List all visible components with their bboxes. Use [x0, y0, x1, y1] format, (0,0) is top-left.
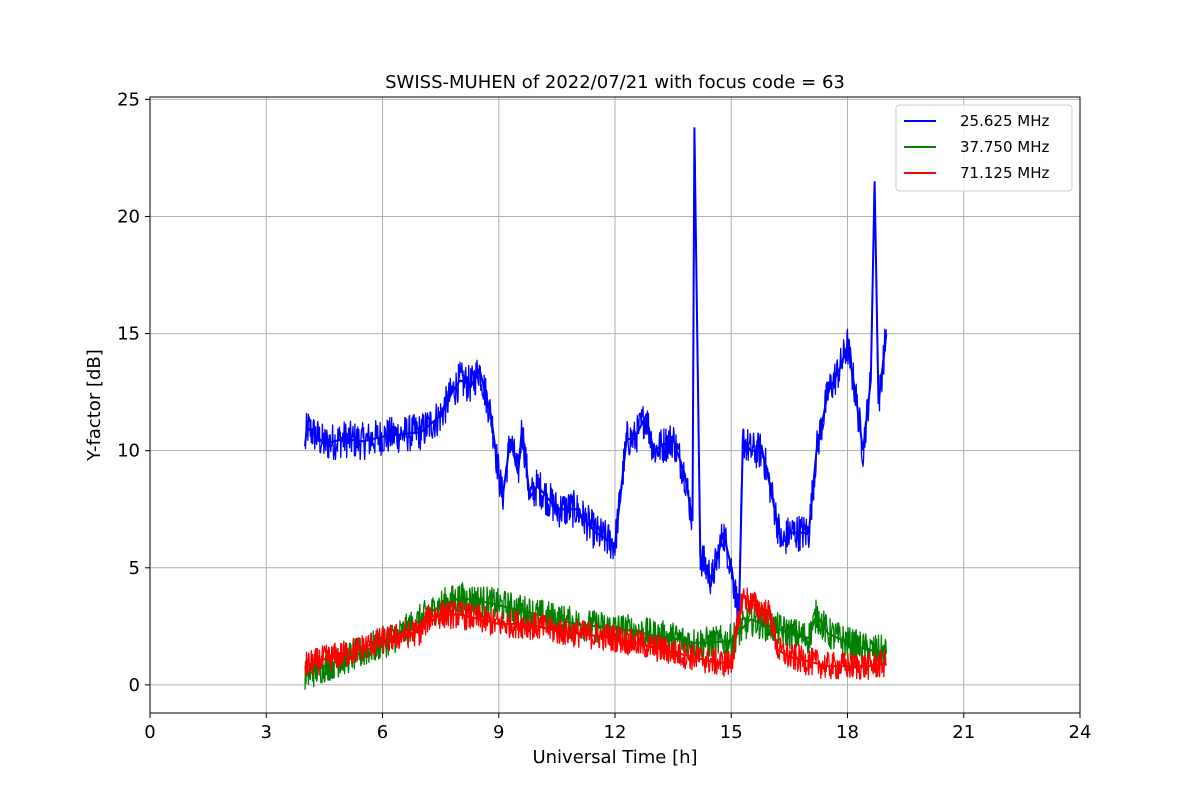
x-tick-label: 9	[493, 722, 504, 743]
chart-title: SWISS-MUHEN of 2022/07/21 with focus cod…	[385, 72, 845, 93]
x-tick-label: 0	[144, 722, 155, 743]
series-line-1-noise	[304, 134, 887, 624]
series-line-1	[304, 127, 888, 615]
legend-label-2: 37.750 MHz	[960, 138, 1049, 156]
x-tick-label: 12	[604, 722, 627, 743]
x-axis-label: Universal Time [h]	[532, 747, 697, 768]
y-tick-label: 25	[117, 89, 140, 110]
legend-label-1: 25.625 MHz	[960, 112, 1049, 130]
series-layer	[304, 127, 888, 690]
x-tick-label: 3	[261, 722, 272, 743]
x-axis-ticks: 0 3 6 9 12 15 18 21 24	[144, 713, 1091, 743]
legend-label-3: 71.125 MHz	[960, 164, 1049, 182]
x-tick-label: 6	[377, 722, 388, 743]
series-line-3	[304, 593, 887, 668]
y-tick-label: 5	[129, 558, 140, 579]
legend: 25.625 MHz 37.750 MHz 71.125 MHz	[895, 104, 1073, 192]
y-tick-label: 0	[129, 675, 140, 696]
y-tick-label: 20	[117, 206, 140, 227]
y-tick-label: 10	[117, 441, 140, 462]
series-line-3-noise	[304, 587, 887, 680]
x-tick-label: 15	[720, 722, 743, 743]
y-axis-ticks: 0 5 10 15 20 25	[117, 89, 150, 696]
x-tick-label: 24	[1069, 722, 1092, 743]
y-axis-label: Y-factor [dB]	[84, 349, 105, 462]
legend-box	[895, 104, 1073, 192]
x-tick-label: 21	[952, 722, 975, 743]
x-tick-label: 18	[836, 722, 859, 743]
y-tick-label: 15	[117, 324, 140, 345]
